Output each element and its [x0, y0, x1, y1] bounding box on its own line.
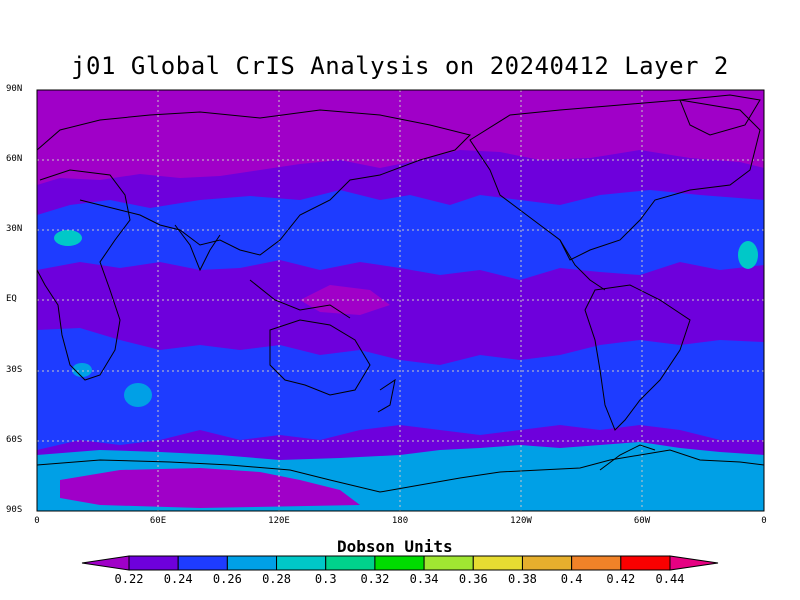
y-tick-label: 30S: [6, 365, 23, 375]
y-tick-label: EQ: [6, 294, 17, 304]
colorbar-label: 0.38: [508, 572, 537, 586]
colorbar-segment: [521, 555, 573, 571]
colorbar-label: 0.3: [314, 572, 337, 586]
colorbar-left-arrow: [81, 555, 130, 571]
coast-north-america: [469, 99, 761, 261]
field-teal-patch-2: [738, 241, 758, 269]
x-tick-label: 60E: [149, 516, 167, 526]
colorbar-label: 0.32: [360, 572, 390, 586]
colorbar-segment: [325, 555, 376, 571]
graticule: [37, 90, 764, 511]
x-tick-label: 120W: [510, 516, 532, 526]
field-antarctic-interior: [60, 468, 360, 508]
y-tick-label: 90N: [6, 84, 23, 94]
colorbar: [81, 555, 719, 571]
coast-indonesia: [249, 279, 351, 319]
y-tick-label: 30N: [6, 224, 23, 234]
coast-india: [174, 224, 221, 272]
colorbar-label: 0.22: [114, 572, 144, 586]
y-tick-label: 60S: [6, 435, 23, 445]
colorbar-label: 0.26: [212, 572, 242, 586]
colorbar-label: 0.4: [560, 572, 583, 586]
colorbar-segment: [177, 555, 228, 571]
colorbar-segment: [374, 555, 425, 571]
x-tick-label: 120E: [268, 516, 290, 526]
colorbar-segment: [423, 555, 474, 571]
plot-frame: [36, 89, 765, 512]
colorbar-title: Dobson Units: [337, 537, 453, 556]
coast-antarctica: [36, 449, 765, 493]
coast-antarctic-peninsula: [599, 444, 656, 471]
colorbar-label: 0.42: [606, 572, 636, 586]
coast-nz: [377, 378, 396, 413]
coast-central-america: [559, 239, 606, 291]
coast-africa: [36, 169, 131, 381]
colorbar-label: 0.24: [163, 572, 193, 586]
field-tropical-pocket: [300, 285, 390, 315]
y-tick-label: 60N: [6, 154, 23, 164]
map-title: j01 Global CrIS Analysis on 20240412 Lay…: [71, 52, 729, 80]
x-tick-label: 180: [391, 516, 409, 526]
coast-australia: [269, 319, 371, 396]
field-teal-patch-1: [54, 230, 82, 246]
coast-south-america: [584, 284, 691, 431]
coastlines: [36, 94, 765, 493]
colorbar-right-arrow: [669, 555, 719, 571]
coast-eurasia: [36, 109, 471, 256]
field-sh-band: [37, 328, 764, 450]
x-tick-label: 0: [34, 516, 40, 526]
x-tick-label: 60W: [633, 516, 651, 526]
colorbar-label: 0.44: [655, 572, 685, 586]
colorbar-segment: [128, 555, 179, 571]
colorbar-segment: [276, 555, 327, 571]
y-tick-label: 90S: [6, 505, 23, 515]
colorbar-segment: [226, 555, 278, 571]
field-lightblue-patch-1: [124, 383, 152, 407]
colorbar-segment: [571, 555, 622, 571]
colorbar-label: 0.36: [458, 572, 488, 586]
x-tick-label: 0: [761, 516, 767, 526]
colorbar-segment: [620, 555, 671, 571]
coast-greenland: [679, 94, 761, 136]
colorbar-label: 0.34: [409, 572, 439, 586]
field-lightblue-patch-2: [72, 363, 92, 377]
colorbar-segment: [472, 555, 523, 571]
colorbar-label: 0.28: [262, 572, 291, 586]
